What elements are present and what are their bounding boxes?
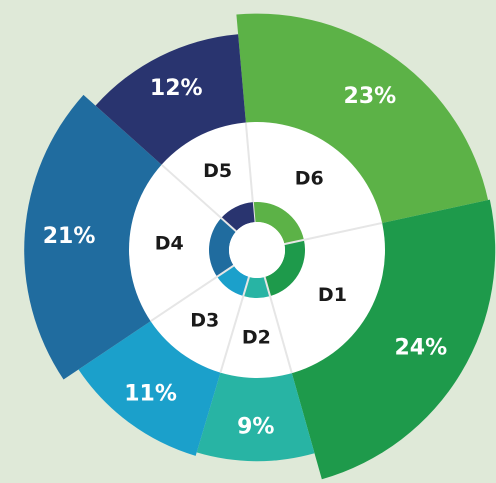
category-label: D2 <box>242 326 271 348</box>
value-label: 21% <box>43 224 96 249</box>
inner-ring-slice <box>243 276 271 298</box>
category-label: D1 <box>318 284 347 306</box>
category-label: D3 <box>190 309 219 331</box>
inner-ring-slice <box>209 218 237 277</box>
inner-ring-slice <box>264 239 305 297</box>
inner-ring-slice <box>221 202 255 232</box>
value-label: 11% <box>124 381 177 406</box>
value-label: 12% <box>150 76 203 101</box>
category-label: D4 <box>155 232 184 254</box>
category-label: D5 <box>203 160 232 182</box>
inner-ring-slice <box>252 202 304 245</box>
hole <box>229 222 285 278</box>
value-label: 9% <box>237 415 274 440</box>
inner-ring-slice <box>217 265 250 296</box>
category-label: D6 <box>295 168 324 190</box>
value-label: 23% <box>344 84 397 109</box>
value-label: 24% <box>394 335 447 360</box>
